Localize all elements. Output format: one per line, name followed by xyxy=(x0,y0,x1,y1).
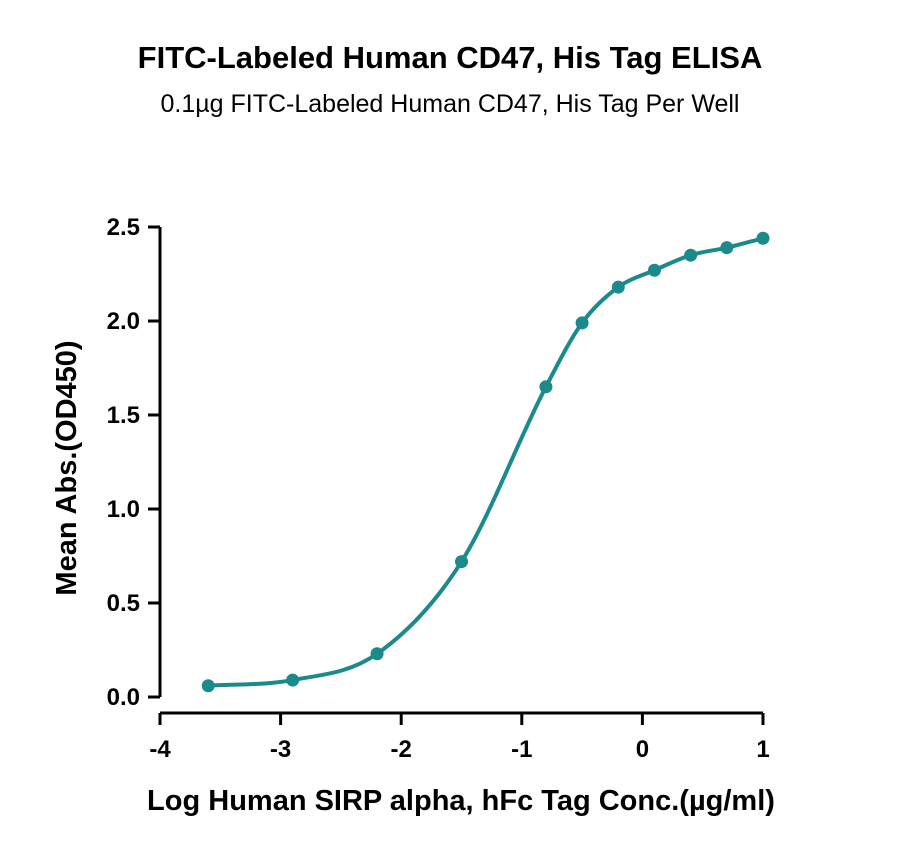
y-tick-label: 1.0 xyxy=(107,496,140,523)
fit-curve-layer xyxy=(208,236,764,688)
data-points-layer xyxy=(201,231,770,693)
x-axis-label: Log Human SIRP alpha, hFc Tag Conc.(µg/m… xyxy=(147,785,775,817)
y-tick-label: 2.0 xyxy=(107,308,140,335)
data-point xyxy=(455,555,468,569)
chart-subtitle: 0.1µg FITC-Labeled Human CD47, His Tag P… xyxy=(160,90,740,118)
y-tick-label: 0.5 xyxy=(107,590,140,617)
x-tick-label: -1 xyxy=(511,736,532,763)
data-point xyxy=(370,647,384,661)
x-tick-label: -4 xyxy=(149,736,171,763)
data-point xyxy=(539,380,553,394)
y-axis-label: Mean Abs.(OD450) xyxy=(51,340,83,595)
y-tick-label: 2.5 xyxy=(107,214,140,241)
fit-curve xyxy=(208,236,764,688)
y-tick-label: 1.5 xyxy=(107,402,140,429)
data-point xyxy=(611,280,625,294)
chart-title: FITC-Labeled Human CD47, His Tag ELISA xyxy=(137,40,763,75)
y-tick-label: 0.0 xyxy=(107,684,140,711)
data-point xyxy=(286,673,300,687)
data-point xyxy=(720,241,734,255)
axes xyxy=(148,225,765,725)
x-tick-label: -3 xyxy=(270,736,291,763)
x-tick-label: 1 xyxy=(756,736,769,763)
data-point xyxy=(647,263,661,277)
tick-labels-layer: 0.0 0.5 1.0 1.5 2.0 2.5 -4 -3 -2 -1 0 1 xyxy=(107,214,770,763)
data-point xyxy=(575,316,589,330)
data-point xyxy=(756,231,770,245)
x-tick-label: -2 xyxy=(391,736,412,763)
data-point xyxy=(684,248,698,262)
x-tick-label: 0 xyxy=(636,736,649,763)
data-point xyxy=(201,679,215,693)
